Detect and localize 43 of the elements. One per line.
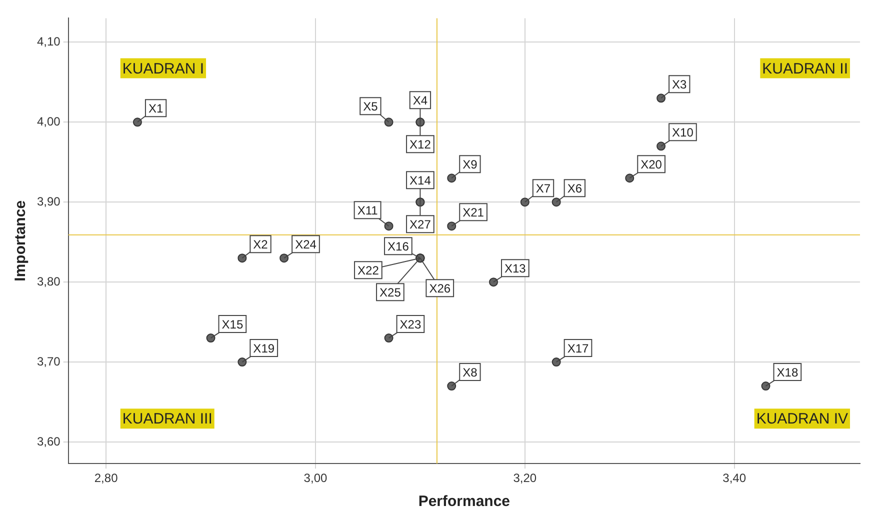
y-tick-label: 3,70 — [36, 354, 61, 368]
x-tick-label: 2,80 — [94, 471, 118, 486]
annotation: X11 — [357, 203, 378, 218]
annotation: KUADRAN IV — [756, 410, 848, 428]
annotation: X23 — [400, 317, 422, 332]
annotation: X25 — [380, 285, 402, 300]
annotation: X19 — [253, 341, 275, 356]
annotation: X24 — [295, 237, 317, 252]
annotation: KUADRAN I — [122, 60, 204, 78]
annotation: X3 — [672, 77, 688, 92]
annotation: X7 — [536, 181, 551, 196]
y-tick-label: 4,10 — [36, 34, 61, 48]
annotation: X26 — [429, 281, 451, 296]
annotation: X9 — [462, 157, 478, 172]
annotation: X22 — [358, 263, 380, 278]
x-tick-label: 3,40 — [722, 471, 746, 486]
annotation: X4 — [412, 93, 428, 108]
annotation: X18 — [776, 365, 798, 380]
annotation: X6 — [567, 181, 582, 196]
annotation: X15 — [222, 317, 244, 332]
annotation: X12 — [410, 137, 432, 152]
annotation: X21 — [462, 205, 484, 220]
annotation: X2 — [253, 237, 268, 252]
annotation: X20 — [640, 157, 662, 172]
y-tick-label: 3,90 — [36, 194, 61, 208]
annotation: X5 — [363, 99, 378, 114]
y-tick-label: 4,00 — [36, 114, 61, 128]
annotation: X27 — [410, 217, 432, 232]
annotation: X8 — [462, 365, 478, 380]
annotation: KUADRAN II — [762, 60, 848, 78]
annotation: X14 — [410, 173, 432, 188]
annotation: X1 — [148, 101, 164, 116]
annotation: X16 — [388, 239, 410, 254]
annotation: X10 — [672, 125, 694, 140]
y-tick-label: 3,60 — [36, 434, 61, 448]
y-axis-title: Importance — [12, 200, 30, 282]
x-tick-label: 3,20 — [513, 471, 537, 486]
annotation: X17 — [567, 341, 589, 356]
x-axis-title: Performance — [418, 493, 510, 510]
y-tick-label: 3,80 — [36, 274, 61, 288]
annotation: KUADRAN III — [122, 410, 212, 428]
x-tick-label: 3,00 — [304, 471, 328, 486]
annotation: X13 — [504, 261, 526, 276]
